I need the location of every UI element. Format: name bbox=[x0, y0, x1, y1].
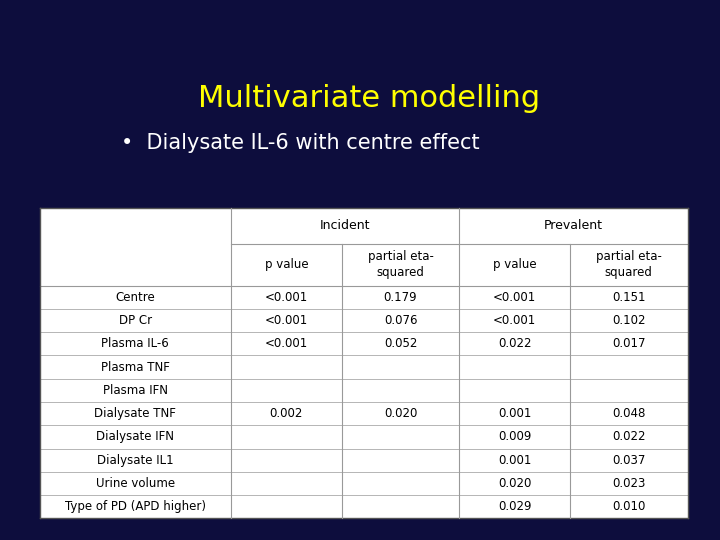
Text: 0.023: 0.023 bbox=[612, 477, 646, 490]
Text: 0.020: 0.020 bbox=[384, 407, 417, 420]
Text: Dialysate TNF: Dialysate TNF bbox=[94, 407, 176, 420]
Text: <0.001: <0.001 bbox=[493, 291, 536, 303]
Text: partial eta-
squared: partial eta- squared bbox=[596, 250, 662, 279]
Text: <0.001: <0.001 bbox=[265, 338, 308, 350]
Text: <0.001: <0.001 bbox=[265, 291, 308, 303]
Text: 0.179: 0.179 bbox=[384, 291, 418, 303]
Text: Centre: Centre bbox=[115, 291, 156, 303]
Text: 0.102: 0.102 bbox=[612, 314, 646, 327]
Text: p value: p value bbox=[264, 258, 308, 271]
Text: •  Dialysate IL-6 with centre effect: • Dialysate IL-6 with centre effect bbox=[121, 133, 480, 153]
Text: 0.029: 0.029 bbox=[498, 500, 531, 513]
Text: 0.010: 0.010 bbox=[612, 500, 646, 513]
Text: Plasma IL-6: Plasma IL-6 bbox=[102, 338, 169, 350]
Text: 0.151: 0.151 bbox=[612, 291, 646, 303]
Text: 0.020: 0.020 bbox=[498, 477, 531, 490]
Text: 0.052: 0.052 bbox=[384, 338, 417, 350]
Text: Plasma TNF: Plasma TNF bbox=[101, 361, 170, 374]
Text: Type of PD (APD higher): Type of PD (APD higher) bbox=[65, 500, 206, 513]
Text: 0.017: 0.017 bbox=[612, 338, 646, 350]
Text: Incident: Incident bbox=[320, 219, 370, 232]
Text: Urine volume: Urine volume bbox=[96, 477, 175, 490]
Text: 0.009: 0.009 bbox=[498, 430, 531, 443]
Text: p value: p value bbox=[493, 258, 536, 271]
Text: 0.001: 0.001 bbox=[498, 407, 531, 420]
Text: 0.076: 0.076 bbox=[384, 314, 418, 327]
Text: 0.002: 0.002 bbox=[270, 407, 303, 420]
Text: DP Cr: DP Cr bbox=[119, 314, 152, 327]
Text: Dialysate IFN: Dialysate IFN bbox=[96, 430, 174, 443]
Text: 0.022: 0.022 bbox=[612, 430, 646, 443]
Text: 0.037: 0.037 bbox=[612, 454, 646, 467]
Text: Prevalent: Prevalent bbox=[544, 219, 603, 232]
Text: <0.001: <0.001 bbox=[493, 314, 536, 327]
Text: 0.001: 0.001 bbox=[498, 454, 531, 467]
Text: Multivariate modelling: Multivariate modelling bbox=[198, 84, 540, 112]
Text: Dialysate IL1: Dialysate IL1 bbox=[97, 454, 174, 467]
Text: <0.001: <0.001 bbox=[265, 314, 308, 327]
Text: Plasma IFN: Plasma IFN bbox=[103, 384, 168, 397]
Text: partial eta-
squared: partial eta- squared bbox=[368, 250, 433, 279]
Text: 0.022: 0.022 bbox=[498, 338, 531, 350]
Text: 0.048: 0.048 bbox=[612, 407, 646, 420]
